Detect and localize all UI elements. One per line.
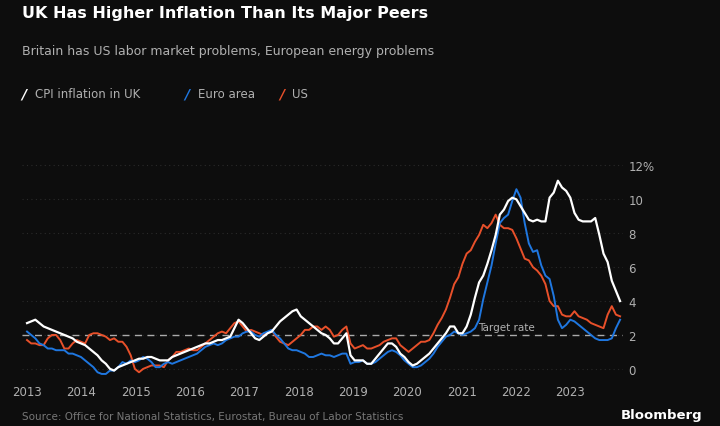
Text: Euro area: Euro area: [197, 87, 255, 100]
Text: Target rate: Target rate: [478, 322, 535, 332]
Text: /: /: [184, 87, 190, 101]
Text: Bloomberg: Bloomberg: [621, 408, 702, 421]
Text: Source: Office for National Statistics, Eurostat, Bureau of Labor Statistics: Source: Office for National Statistics, …: [22, 411, 403, 421]
Text: CPI inflation in UK: CPI inflation in UK: [35, 87, 140, 100]
Text: Britain has US labor market problems, European energy problems: Britain has US labor market problems, Eu…: [22, 45, 433, 58]
Text: US: US: [292, 87, 308, 100]
Text: UK Has Higher Inflation Than Its Major Peers: UK Has Higher Inflation Than Its Major P…: [22, 6, 428, 21]
Text: /: /: [22, 87, 27, 101]
Text: /: /: [279, 87, 284, 101]
